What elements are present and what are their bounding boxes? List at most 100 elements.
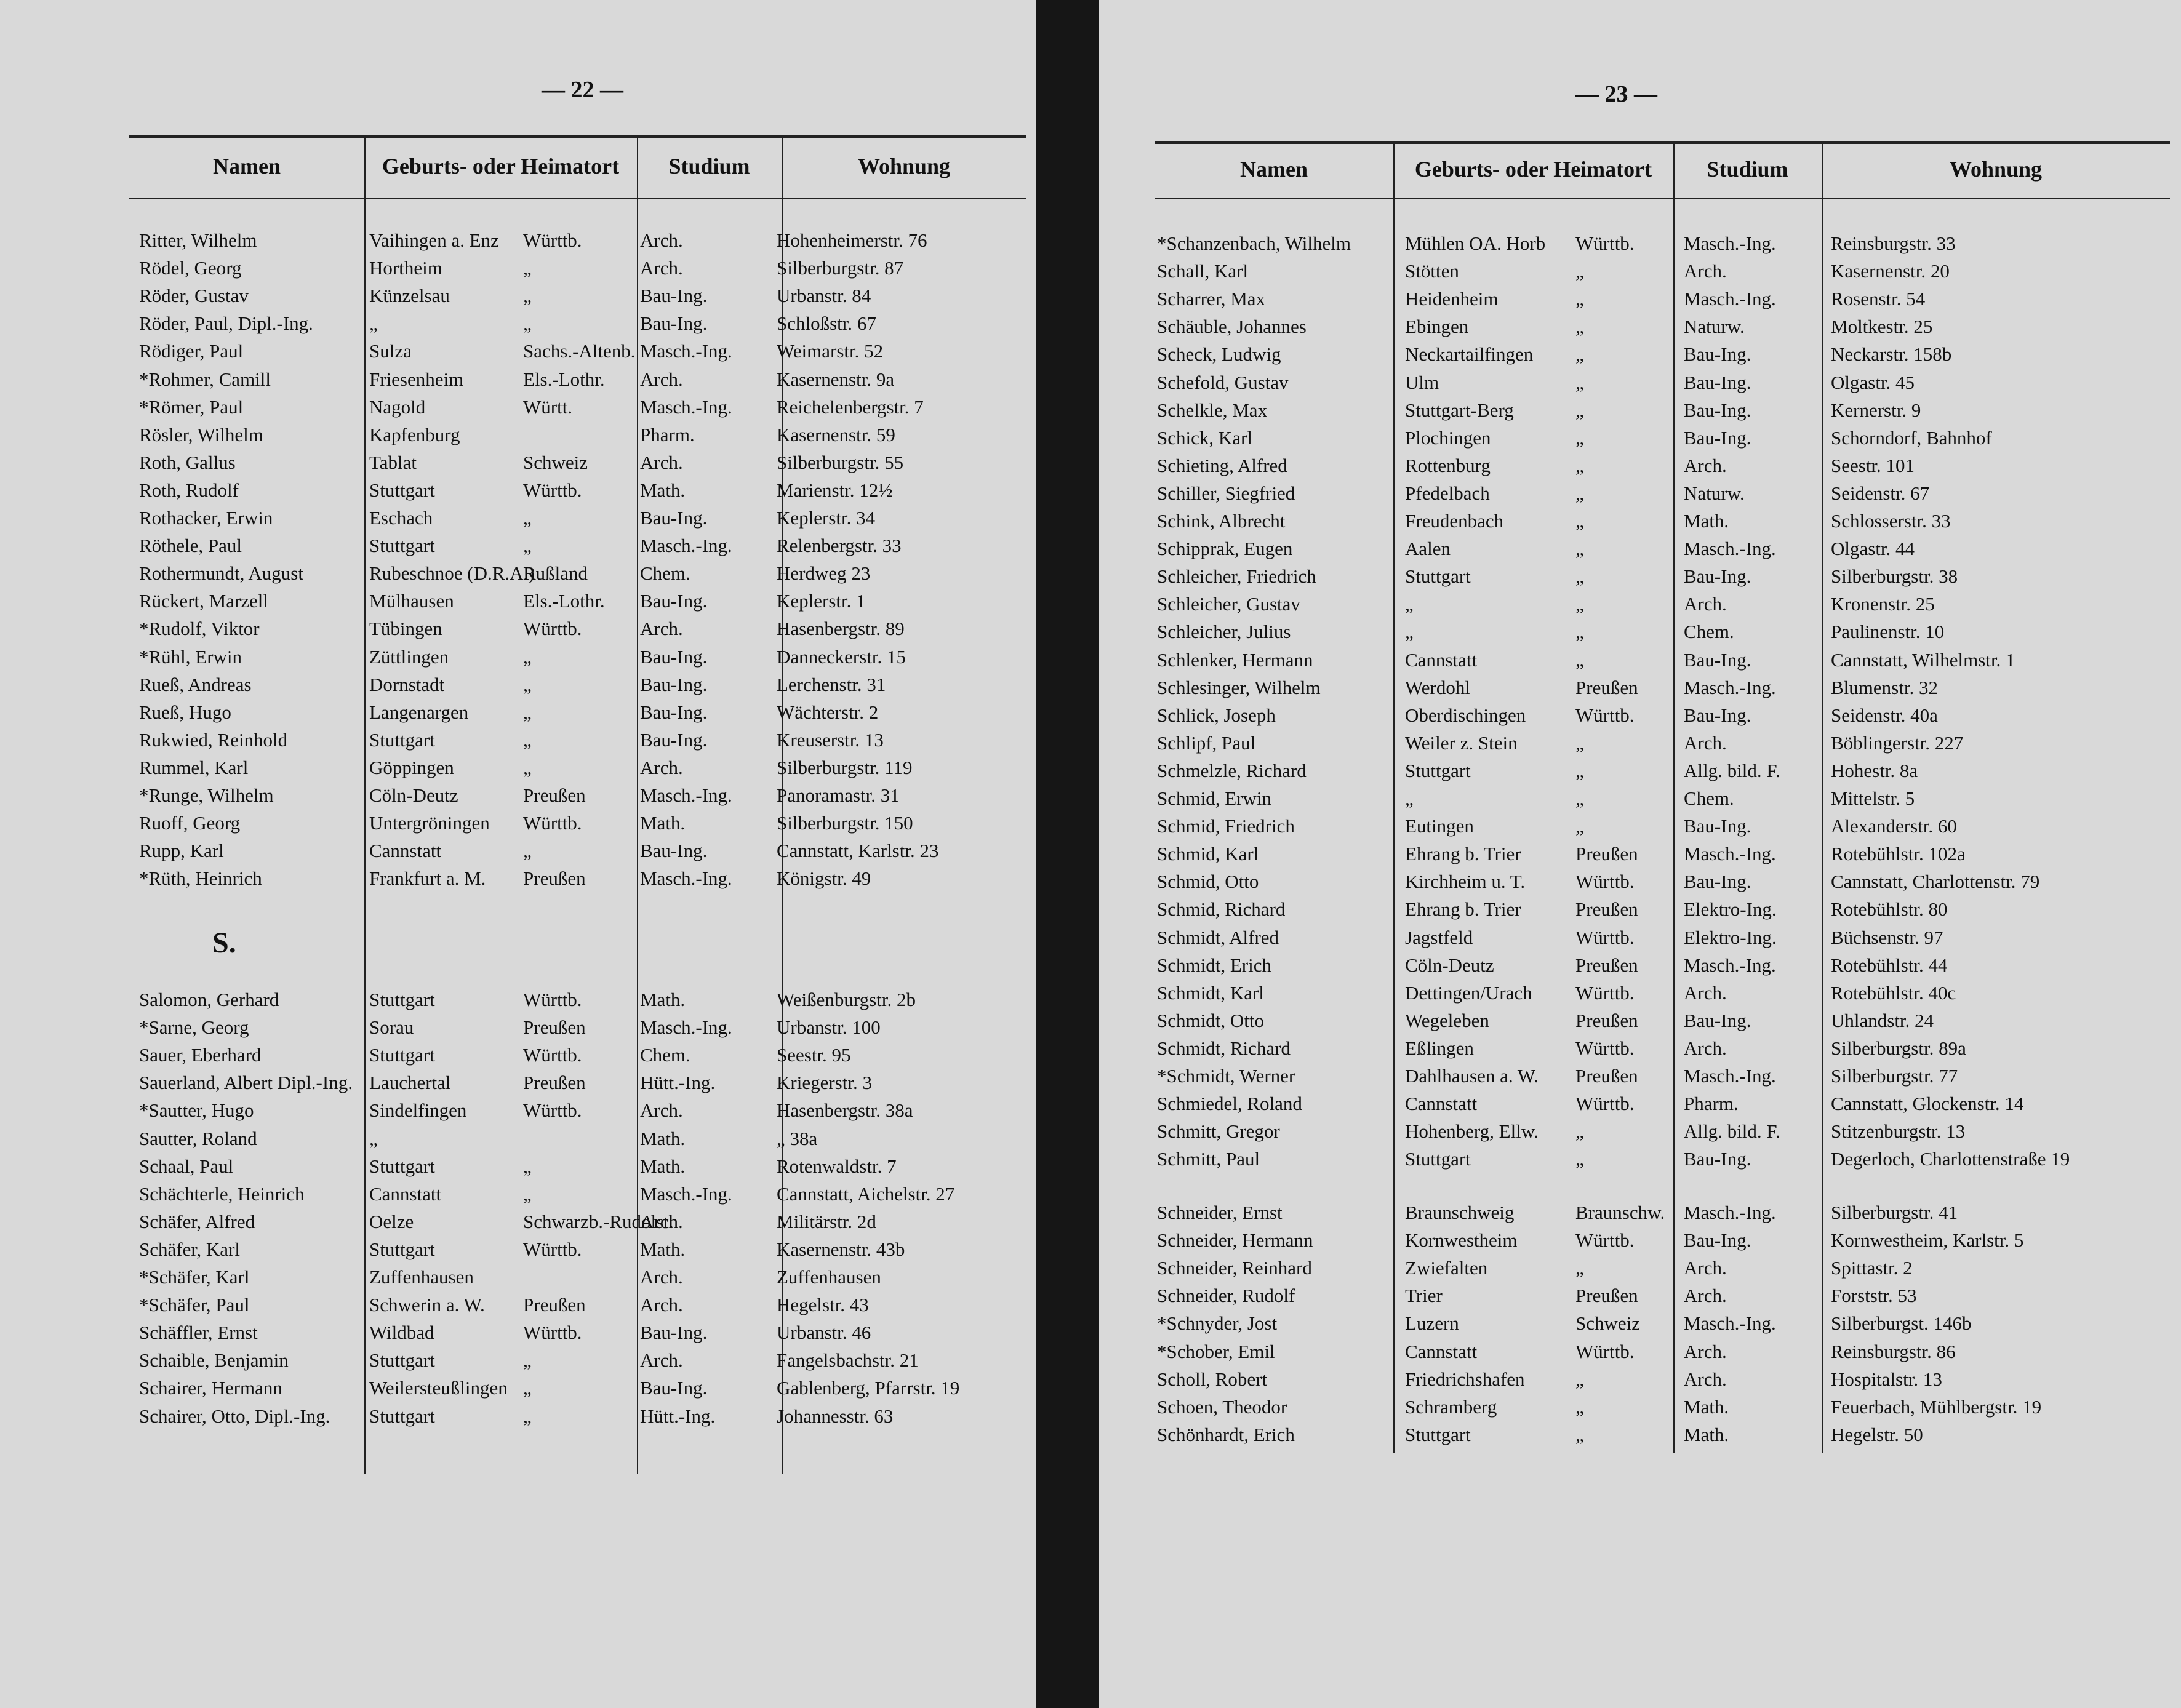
entry-name: Schlenker, Hermann (1157, 648, 1313, 671)
entry-state: „ (1575, 732, 1584, 754)
entry-name: Scharrer, Max (1157, 288, 1266, 310)
entry-address: Fangelsbachstr. 21 (777, 1349, 919, 1371)
entry-study: Bau-Ing. (1684, 1229, 1751, 1251)
entry-address: Stitzenburgstr. 13 (1831, 1120, 1966, 1143)
entry-state: Württb. (523, 1099, 582, 1122)
entry-address: Rotenwaldstr. 7 (777, 1155, 897, 1177)
entry-place: Sulza (369, 340, 412, 362)
entry-state: Preußen (523, 1294, 586, 1316)
entry-name: *Schmidt, Werner (1157, 1065, 1295, 1087)
entry-name: Schink, Albrecht (1157, 510, 1286, 532)
entry-place: Mühlen OA. Horb (1405, 233, 1546, 254)
entry-address: Blumenstr. 32 (1831, 676, 1938, 698)
entry-place: „ (1405, 788, 1414, 809)
entry-study: Masch.-Ing. (1684, 843, 1776, 865)
entry-address: Wächterstr. 2 (777, 701, 879, 723)
entry-name: Rückert, Marzell (139, 590, 269, 612)
entry-study: Arch. (640, 229, 683, 251)
entry-address: Silberburgstr. 150 (777, 812, 913, 834)
entry-study: Masch.-Ing. (1684, 1312, 1776, 1335)
entry-place: Friesenheim (369, 368, 464, 390)
entry-place: Stuttgart (369, 1155, 435, 1177)
entry-state: „ (1575, 538, 1584, 560)
entry-place: Stuttgart (1405, 1423, 1471, 1445)
entry-state: „ (1575, 454, 1584, 476)
entry-study: Naturw. (1684, 316, 1745, 338)
entry-place: Sorau (369, 1016, 414, 1039)
entry-address: Urbanstr. 100 (777, 1016, 881, 1039)
entry-study: Chem. (1684, 621, 1734, 643)
entry-address: Spittastr. 2 (1831, 1257, 1913, 1279)
entry-name: Schleicher, Julius (1157, 621, 1291, 643)
header-rule (129, 198, 1026, 199)
entry-address: Kriegerstr. 3 (777, 1072, 872, 1094)
entry-address: Kasernenstr. 59 (777, 423, 895, 445)
entry-study: Bau-Ing. (640, 507, 708, 529)
entry-place: Schwerin a. W. (369, 1294, 485, 1316)
entry-state: „ (1575, 1257, 1584, 1279)
entry-state: Preußen (523, 868, 586, 890)
entry-place: Lauchertal (369, 1072, 451, 1094)
entry-state: Württb. (1575, 871, 1635, 893)
entry-address: Silberburgstr. 89a (1831, 1037, 1966, 1059)
entry-address: Silberburgstr. 77 (1831, 1065, 1958, 1087)
entry-address: Degerloch, Charlottenstraße 19 (1831, 1148, 2070, 1170)
entry-place: Stuttgart (369, 989, 435, 1010)
entry-place: Braunschweig (1405, 1202, 1515, 1223)
entry-address: Paulinenstr. 10 (1831, 621, 1945, 643)
entry-address: Uhlandstr. 24 (1831, 1009, 1934, 1031)
entry-state: „ (1575, 648, 1584, 671)
entry-address: Keplerstr. 34 (777, 507, 876, 529)
entry-place: Dornstadt (369, 673, 445, 695)
entry-study: Bau-Ing. (1684, 1009, 1751, 1031)
entry-place: Kapfenburg (369, 423, 460, 445)
entry-name: Rupp, Karl (139, 840, 224, 862)
entry-name: Schick, Karl (1157, 426, 1252, 449)
entry-study: Bau-Ing. (640, 313, 708, 335)
entry-name: Rummel, Karl (139, 756, 249, 778)
entry-place: „ (369, 313, 378, 335)
entry-name: Sautter, Roland (139, 1127, 257, 1149)
entry-place: Stuttgart (1405, 759, 1471, 781)
entry-study: Bau-Ing. (1684, 704, 1751, 726)
column-header: Wohnung (1949, 157, 2043, 182)
entry-study: Bau-Ing. (640, 673, 708, 695)
entry-place: Cannstatt (1405, 648, 1478, 671)
entry-state: „ (523, 313, 532, 335)
entry-name: Röthele, Paul (139, 535, 242, 557)
entry-study: Chem. (640, 1044, 690, 1066)
entry-address: „ 38a (777, 1127, 818, 1149)
entry-name: *Schober, Emil (1157, 1340, 1275, 1362)
entry-state: „ (523, 673, 532, 695)
entry-address: Alexanderstr. 60 (1831, 815, 1957, 837)
entry-study: Bau-Ing. (640, 645, 708, 668)
entry-study: Bau-Ing. (640, 701, 708, 723)
entry-state: Preußen (1575, 1285, 1638, 1307)
entry-state: „ (1575, 288, 1584, 310)
entry-study: Masch.-Ing. (640, 1016, 732, 1039)
entry-study: Math. (640, 1155, 686, 1177)
entry-address: Cannstatt, Karlstr. 23 (777, 840, 939, 862)
entry-state: Preußen (1575, 1009, 1638, 1031)
entry-name: Ritter, Wilhelm (139, 229, 257, 251)
entry-state: Württb. (1575, 704, 1635, 726)
entry-address: Seidenstr. 40a (1831, 704, 1938, 726)
entry-state: Württb. (523, 812, 582, 834)
entry-place: Weiler z. Stein (1405, 732, 1518, 754)
entry-place: Weilersteußlingen (369, 1377, 508, 1399)
entry-address: Böblingerstr. 227 (1831, 732, 1964, 754)
entry-state: Preußen (1575, 676, 1638, 698)
entry-study: Math. (1684, 1395, 1729, 1418)
entry-address: Feuerbach, Mühlbergstr. 19 (1831, 1395, 2042, 1418)
entry-address: Schlosserstr. 33 (1831, 510, 1951, 532)
entry-study: Masch.-Ing. (640, 340, 732, 362)
column-rule (637, 135, 638, 1474)
entry-address: Seestr. 101 (1831, 454, 1915, 476)
entry-name: Schmid, Erwin (1157, 788, 1271, 809)
entry-place: Vaihingen a. Enz (369, 229, 499, 251)
entry-state: „ (523, 257, 532, 279)
entry-state: „ (523, 1405, 532, 1427)
entry-study: Arch. (1684, 732, 1727, 754)
entry-study: Bau-Ing. (1684, 648, 1751, 671)
entry-state: „ (523, 728, 532, 751)
